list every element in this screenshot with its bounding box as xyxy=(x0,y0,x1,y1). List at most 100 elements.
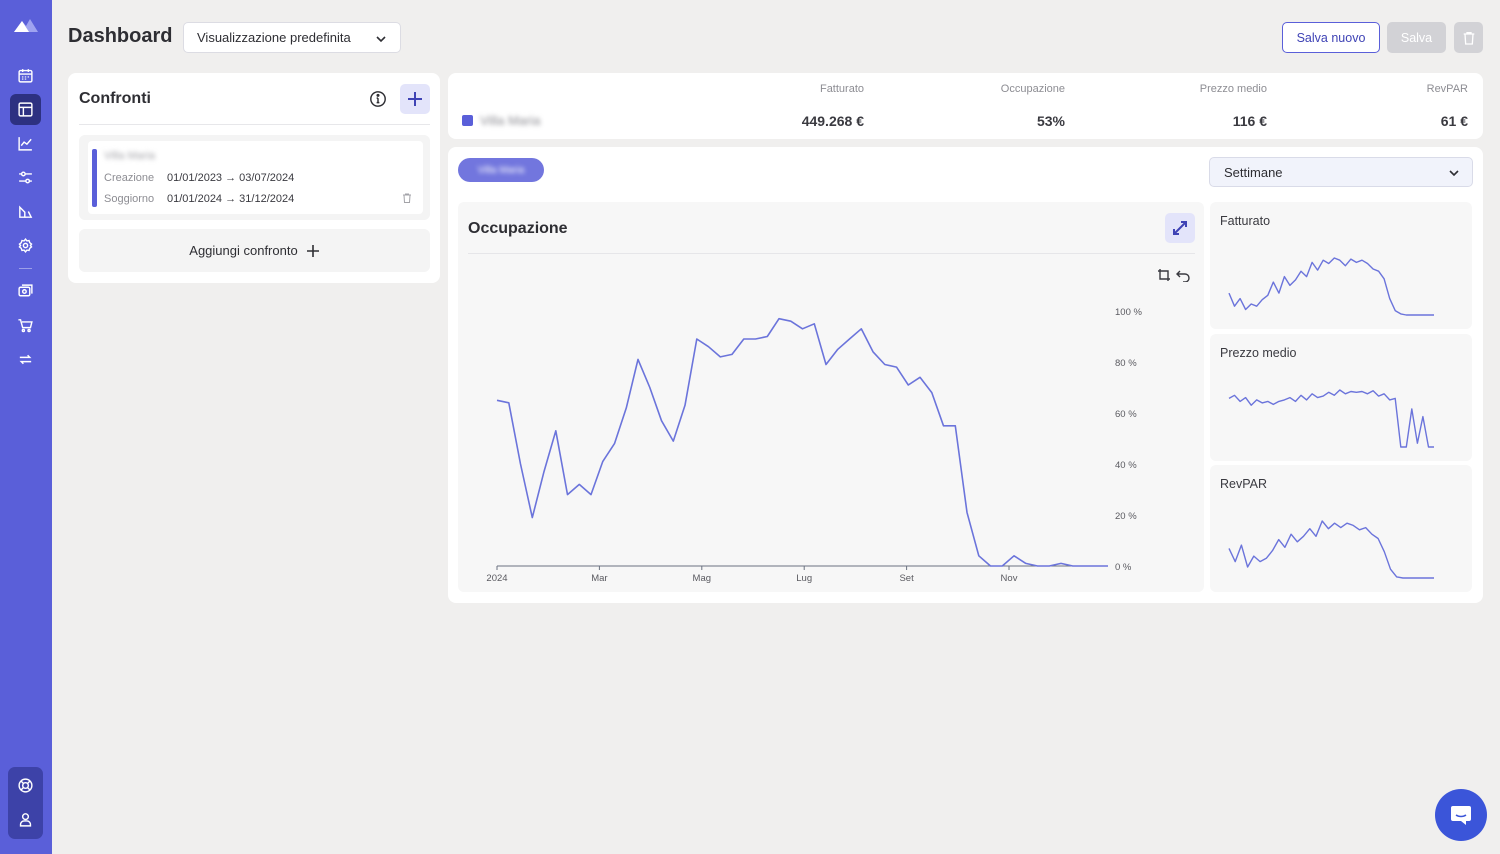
comparisons-panel: Confronti Villa Maria Creazione 01/01/20… xyxy=(68,73,440,283)
sidebar-item-sync[interactable] xyxy=(10,344,41,375)
kpi-header-revenue: Fatturato xyxy=(819,83,864,95)
trash-icon xyxy=(1463,31,1474,45)
x-tick-label: Mar xyxy=(591,573,607,584)
expand-chart-button[interactable] xyxy=(1165,213,1195,243)
y-tick-label: 100 % xyxy=(1115,307,1142,318)
kpi-header-revpar: RevPAR xyxy=(1426,83,1468,95)
y-tick-label: 0 % xyxy=(1115,562,1132,573)
layout-icon xyxy=(18,102,33,117)
creation-label: Creazione xyxy=(104,172,155,184)
cart-icon xyxy=(18,319,33,333)
mini-series-line xyxy=(1228,257,1434,316)
sidebar-item-calendar[interactable] xyxy=(10,60,41,91)
mini-line-chart-revenue xyxy=(1228,257,1434,316)
plus-icon xyxy=(408,92,422,106)
sidebar-item-settings-sliders[interactable] xyxy=(10,162,41,193)
chevron-down-icon xyxy=(1449,170,1459,177)
kpi-header-occupancy: Occupazione xyxy=(1000,83,1065,95)
chat-button[interactable] xyxy=(1435,789,1487,841)
occupancy-series-line xyxy=(496,317,1108,567)
y-tick-label: 20 % xyxy=(1115,511,1137,522)
settings-icon xyxy=(18,237,33,254)
view-select-value: Visualizzazione predefinita xyxy=(197,30,351,45)
mini-chart-title: Prezzo medio xyxy=(1220,346,1297,360)
kpi-value-avg-price: 116 € xyxy=(1232,113,1267,129)
stay-label: Soggiorno xyxy=(104,193,155,205)
mini-line-chart-avg-price xyxy=(1228,389,1434,448)
mini-chart-revpar[interactable]: RevPAR xyxy=(1210,465,1472,592)
trash-icon[interactable] xyxy=(401,192,413,204)
help-icon xyxy=(18,778,33,793)
occupancy-chart: Occupazione 0 % 20 % 40 % 60 % 80 % 100 % 2024… xyxy=(458,202,1204,592)
chart-title: Occupazione xyxy=(468,220,568,237)
undo-zoom-icon[interactable] xyxy=(1176,268,1190,282)
logo-icon[interactable] xyxy=(13,14,39,36)
stay-dates: 01/01/2024 → 31/12/2024 xyxy=(167,193,295,205)
mini-line-chart-revpar xyxy=(1228,520,1434,579)
expand-icon xyxy=(1173,221,1187,235)
sidebar-item-analytics[interactable] xyxy=(10,128,41,159)
chat-icon xyxy=(1451,806,1471,825)
sidebar-item-shapes[interactable] xyxy=(10,196,41,227)
chevron-down-icon xyxy=(376,36,386,43)
x-tick-label: Lug xyxy=(796,573,812,584)
kpi-value-occupancy: 53% xyxy=(1036,113,1065,129)
y-tick-label: 40 % xyxy=(1115,460,1137,471)
mini-chart-revenue[interactable]: Fatturato xyxy=(1210,202,1472,329)
sidebar-bottom-group xyxy=(8,767,43,839)
chart-divider xyxy=(468,253,1195,254)
y-tick-label: 60 % xyxy=(1115,409,1137,420)
page-title: Dashboard xyxy=(68,25,173,47)
kpi-property-color xyxy=(462,115,473,126)
comparison-card[interactable]: Villa Maria Creazione 01/01/2023 → 03/07… xyxy=(88,141,423,214)
kpi-value-revpar: 61 € xyxy=(1440,113,1468,129)
period-select-value: Settimane xyxy=(1224,164,1283,180)
sidebar-item-settings[interactable] xyxy=(10,230,41,261)
mini-series-line xyxy=(1228,520,1434,579)
sidebar-item-dashboard[interactable] xyxy=(10,94,41,125)
mini-chart-title: RevPAR xyxy=(1220,477,1268,491)
comparison-creation-row: Creazione 01/01/2023 → 03/07/2024 xyxy=(104,172,294,184)
sidebar-divider xyxy=(19,268,32,269)
channels-icon xyxy=(18,284,33,297)
sliders-icon xyxy=(19,171,32,184)
view-select[interactable]: Visualizzazione predefinita xyxy=(183,22,401,53)
creation-dates: 01/01/2023 → 03/07/2024 xyxy=(167,172,295,184)
sync-icon xyxy=(19,354,32,365)
sidebar xyxy=(0,0,52,854)
comparison-property-name: Villa Maria xyxy=(104,150,156,162)
zoom-select-icon[interactable] xyxy=(1157,268,1171,282)
property-chip[interactable]: Villa Maria xyxy=(458,158,544,182)
add-comparison-icon-button[interactable] xyxy=(400,84,430,114)
save-new-button[interactable]: Salva nuovo xyxy=(1282,22,1380,53)
y-tick-label: 80 % xyxy=(1115,358,1137,369)
chart-line-icon xyxy=(18,137,32,151)
add-comparison-button[interactable]: Aggiungi confronto xyxy=(79,229,430,272)
x-tick-label: Set xyxy=(899,573,914,584)
user-icon xyxy=(19,813,32,827)
kpi-value-revenue: 449.268 € xyxy=(801,113,864,129)
kpi-property-name: Villa Maria xyxy=(480,113,541,128)
period-select[interactable]: Settimane xyxy=(1209,157,1473,187)
shapes-icon xyxy=(19,205,33,218)
calendar-icon xyxy=(18,69,33,83)
comparisons-title: Confronti xyxy=(79,90,151,107)
x-tick-label: 2024 xyxy=(486,573,507,584)
sidebar-item-cart[interactable] xyxy=(10,310,41,341)
plus-icon xyxy=(306,244,319,257)
save-button[interactable]: Salva xyxy=(1387,22,1446,53)
delete-view-button[interactable] xyxy=(1454,22,1483,53)
comparison-color-bar xyxy=(92,149,97,207)
add-comparison-label: Aggiungi confronto xyxy=(189,243,298,258)
property-chip-label: Villa Maria xyxy=(477,164,525,176)
sidebar-item-user[interactable] xyxy=(10,804,41,835)
mini-chart-avg-price[interactable]: Prezzo medio xyxy=(1210,334,1472,461)
sidebar-item-help[interactable] xyxy=(10,770,41,801)
kpi-header-avg-price: Prezzo medio xyxy=(1199,83,1267,95)
kpi-panel: Fatturato Occupazione Prezzo medio RevPA… xyxy=(448,73,1483,139)
comparison-stay-row: Soggiorno 01/01/2024 → 31/12/2024 xyxy=(104,193,294,205)
sidebar-item-channels[interactable] xyxy=(10,276,41,307)
info-icon[interactable] xyxy=(369,90,387,108)
comparison-item: Villa Maria Creazione 01/01/2023 → 03/07… xyxy=(79,135,430,220)
occupancy-line-chart[interactable]: 0 % 20 % 40 % 60 % 80 % 100 % 2024 Mar Mag Lug Set… xyxy=(458,202,1204,592)
